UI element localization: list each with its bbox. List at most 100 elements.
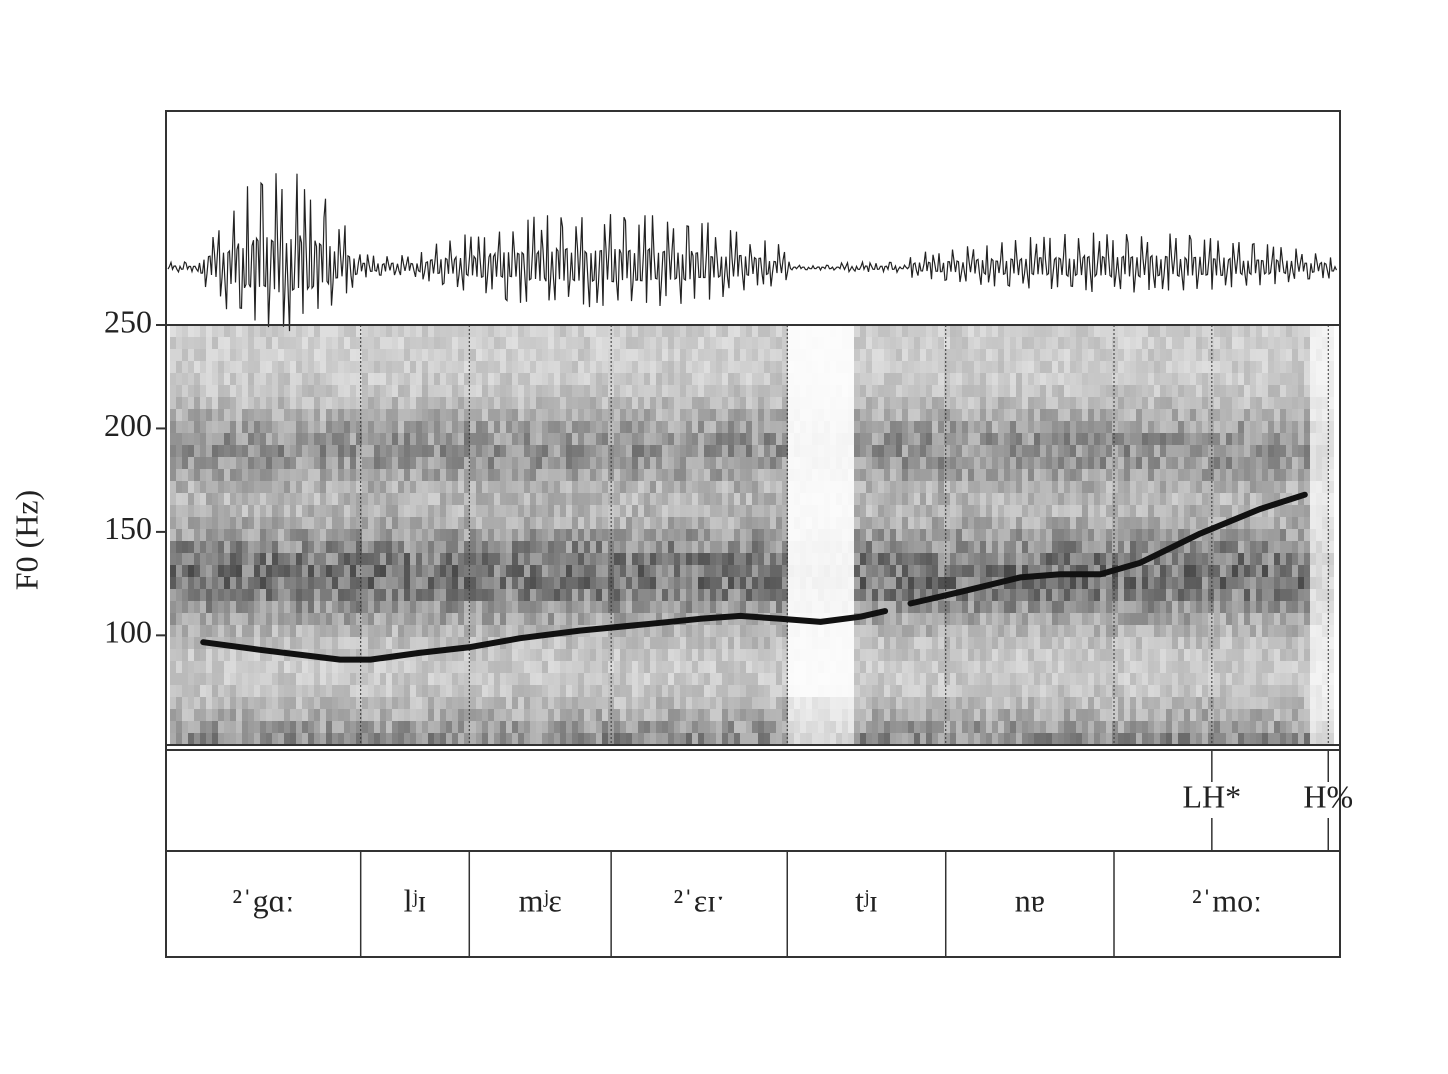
spectrogram-cell [308,445,314,457]
spectrogram-cell [632,325,638,337]
spectrogram-cell [476,469,482,481]
spectrogram-cell [680,445,686,457]
spectrogram-cell [338,373,344,385]
spectrogram-cell [866,553,872,565]
spectrogram-cell [182,433,188,445]
spectrogram-cell [668,529,674,541]
spectrogram-cell [392,661,398,673]
spectrogram-cell [692,709,698,721]
spectrogram-cell [572,517,578,529]
spectrogram-cell [704,433,710,445]
spectrogram-cell [506,685,512,697]
spectrogram-cell [188,409,194,421]
spectrogram-cell [704,541,710,553]
spectrogram-cell [446,385,452,397]
spectrogram-cell [620,649,626,661]
spectrogram-cell [974,577,980,589]
spectrogram-cell [776,433,782,445]
spectrogram-cell [662,541,668,553]
spectrogram-cell [482,601,488,613]
spectrogram-cell [980,673,986,685]
spectrogram-cell [998,529,1004,541]
spectrogram-cell [944,541,950,553]
spectrogram-cell [794,709,800,721]
spectrogram-cell [326,361,332,373]
spectrogram-cell [890,553,896,565]
spectrogram-cell [944,469,950,481]
spectrogram-cell [296,613,302,625]
spectrogram-cell [680,685,686,697]
spectrogram-cell [350,577,356,589]
spectrogram-cell [296,457,302,469]
spectrogram-cell [470,397,476,409]
spectrogram-cell [536,553,542,565]
spectrogram-cell [344,565,350,577]
spectrogram-cell [776,601,782,613]
spectrogram-cell [656,481,662,493]
spectrogram-cell [968,529,974,541]
spectrogram-cell [416,721,422,733]
spectrogram-cell [350,661,356,673]
spectrogram-cell [1004,325,1010,337]
spectrogram-cell [650,457,656,469]
spectrogram-cell [740,421,746,433]
spectrogram-cell [752,373,758,385]
spectrogram-cell [770,325,776,337]
spectrogram-cell [728,709,734,721]
spectrogram-cell [878,385,884,397]
spectrogram-cell [284,589,290,601]
spectrogram-cell [986,613,992,625]
spectrogram-cell [284,517,290,529]
spectrogram-cell [824,433,830,445]
spectrogram-cell [662,373,668,385]
spectrogram-cell [998,409,1004,421]
spectrogram-cell [320,385,326,397]
spectrogram-cell [896,625,902,637]
spectrogram-cell [662,325,668,337]
spectrogram-cell [254,553,260,565]
spectrogram-cell [380,373,386,385]
spectrogram-cell [620,421,626,433]
spectrogram-cell [854,577,860,589]
spectrogram-cell [392,517,398,529]
spectrogram-cell [614,433,620,445]
spectrogram-cell [812,649,818,661]
spectrogram-cell [302,337,308,349]
spectrogram-cell [812,361,818,373]
spectrogram-cell [818,529,824,541]
spectrogram-cell [200,673,206,685]
spectrogram-cell [914,601,920,613]
spectrogram-cell [632,469,638,481]
spectrogram-cell [458,649,464,661]
spectrogram-cell [710,337,716,349]
spectrogram-cell [206,361,212,373]
spectrogram-cell [620,385,626,397]
spectrogram-cell [464,601,470,613]
spectrogram-cell [296,325,302,337]
spectrogram-cell [488,589,494,601]
spectrogram-cell [482,445,488,457]
spectrogram-cell [830,373,836,385]
spectrogram-cell [704,337,710,349]
spectrogram-cell [794,493,800,505]
spectrogram-cell [896,445,902,457]
spectrogram-cell [914,505,920,517]
spectrogram-cell [956,733,962,745]
spectrogram-cell [224,733,230,745]
spectrogram-cell [422,661,428,673]
spectrogram-cell [182,373,188,385]
spectrogram-cell [788,517,794,529]
spectrogram-cell [266,493,272,505]
spectrogram-cell [668,709,674,721]
spectrogram-cell [362,529,368,541]
spectrogram-cell [236,733,242,745]
spectrogram-cell [830,361,836,373]
spectrogram-cell [1016,373,1022,385]
spectrogram-cell [842,577,848,589]
spectrogram-cell [974,373,980,385]
spectrogram-cell [296,361,302,373]
spectrogram-cell [218,421,224,433]
spectrogram-cell [338,553,344,565]
spectrogram-cell [674,601,680,613]
spectrogram-cell [368,493,374,505]
